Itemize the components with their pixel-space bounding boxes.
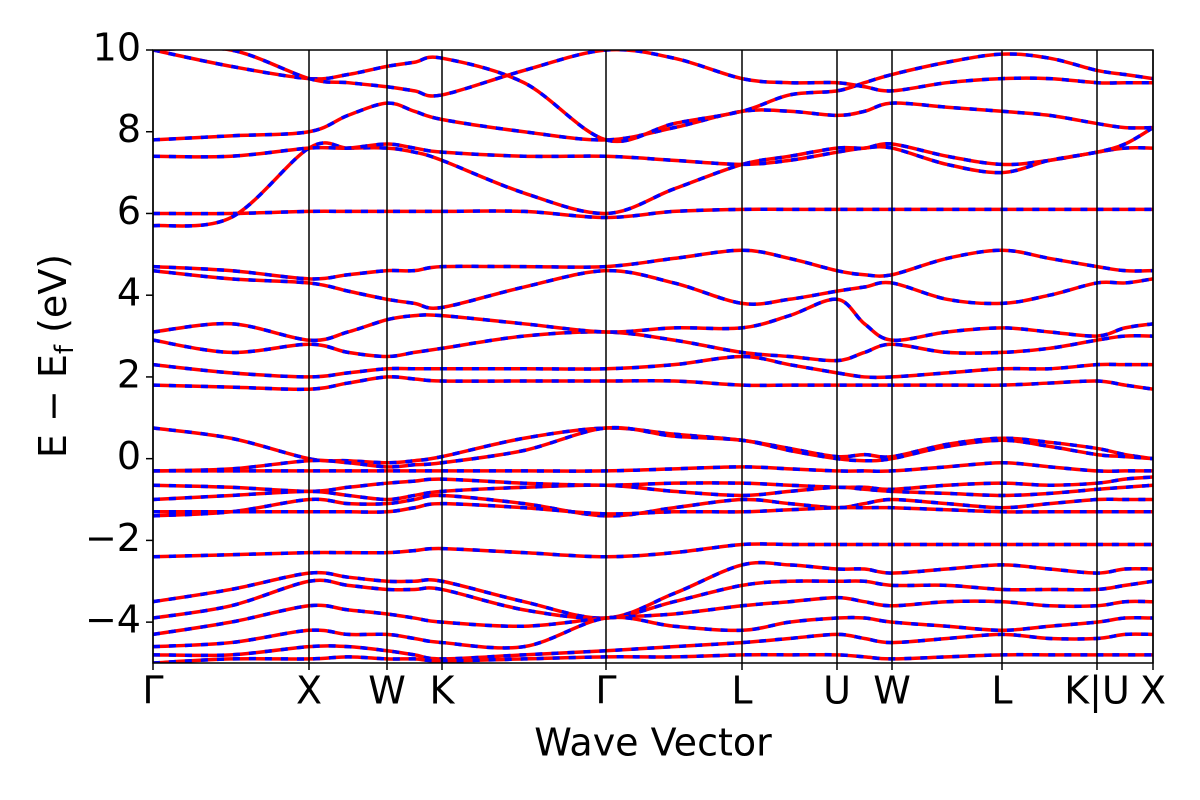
band-overlay	[153, 493, 1153, 518]
x-tick-label: Γ	[142, 669, 163, 713]
y-tick-label: 2	[117, 352, 141, 396]
band-overlay	[153, 426, 1153, 465]
x-tick-label: K	[430, 669, 456, 713]
x-tick-label: U	[823, 669, 851, 713]
y-tick-label: −4	[85, 598, 141, 642]
y-label-main: E − E	[31, 354, 75, 458]
band-line	[153, 207, 1153, 220]
band-line	[153, 354, 1153, 380]
y-axis-label: E − Ef (eV)	[31, 254, 80, 458]
band-overlay	[153, 297, 1153, 343]
x-tick-label: X	[296, 669, 322, 713]
x-tick-label: L	[991, 669, 1012, 713]
y-tick-label: −2	[85, 516, 141, 560]
band-overlay	[153, 50, 1153, 98]
y-label-sub: f	[50, 344, 80, 354]
x-tick-label: K|U	[1064, 669, 1130, 714]
band-line	[153, 542, 1153, 559]
band-line	[153, 501, 1153, 516]
band-line	[153, 375, 1153, 392]
band-line	[153, 461, 1153, 473]
band-overlay	[153, 615, 1153, 650]
band-overlay	[153, 126, 1153, 175]
y-tick-label: 6	[117, 189, 141, 233]
band-overlay	[153, 425, 1153, 473]
bands	[153, 50, 1153, 663]
y-label-unit: (eV)	[31, 254, 75, 345]
plot-frame	[152, 49, 1154, 664]
x-tick-label: X	[1140, 669, 1166, 713]
x-tick-label: L	[731, 669, 752, 713]
band-line	[153, 652, 1153, 663]
band-overlay	[153, 50, 1153, 144]
y-tick-label: 0	[117, 434, 141, 478]
x-tick-label: W	[368, 669, 406, 713]
band-overlay	[153, 268, 1153, 310]
y-tick-label: 10	[93, 26, 141, 70]
band-overlay	[153, 330, 1153, 363]
x-axis-label: Wave Vector	[534, 721, 772, 765]
x-tick-label: Γ	[595, 669, 616, 713]
band-line	[153, 560, 1153, 620]
x-tick-label: W	[873, 669, 911, 713]
band-overlay	[153, 248, 1153, 281]
band-line	[153, 632, 1153, 661]
y-tick-label: 8	[117, 107, 141, 151]
y-tick-label: 4	[117, 271, 141, 315]
band-overlay	[153, 595, 1153, 637]
band-line	[153, 475, 1153, 494]
band-line	[153, 483, 1153, 502]
band-overlay	[153, 578, 1153, 621]
